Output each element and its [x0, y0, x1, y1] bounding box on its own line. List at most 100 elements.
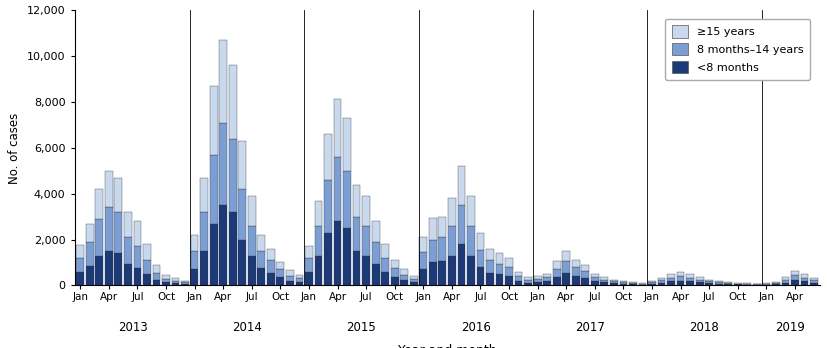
Bar	[228, 212, 237, 285]
Bar	[304, 258, 313, 272]
Bar	[809, 278, 817, 280]
Bar	[219, 40, 227, 123]
Bar	[485, 273, 494, 285]
Bar	[619, 281, 627, 283]
Bar	[648, 282, 655, 284]
Bar	[266, 249, 275, 260]
Bar	[552, 261, 560, 269]
Bar	[504, 258, 513, 267]
Bar	[457, 244, 465, 285]
Bar	[495, 263, 503, 274]
Bar	[399, 269, 408, 275]
Bar	[295, 278, 303, 282]
Bar	[609, 283, 617, 285]
Bar	[304, 246, 313, 258]
Bar	[781, 277, 788, 280]
Bar	[152, 280, 160, 285]
Bar	[457, 166, 465, 205]
Bar	[200, 212, 208, 251]
Bar	[447, 255, 455, 285]
Bar	[162, 282, 170, 285]
Bar	[333, 157, 341, 221]
Text: 2014: 2014	[232, 322, 261, 334]
Bar	[705, 283, 712, 285]
Bar	[562, 251, 570, 261]
Bar	[162, 279, 170, 282]
Bar	[609, 281, 617, 283]
Bar	[323, 180, 332, 233]
Bar	[714, 284, 722, 285]
Bar	[514, 272, 522, 276]
Bar	[667, 278, 674, 282]
Bar	[771, 284, 779, 285]
Bar	[695, 280, 703, 283]
Bar	[590, 277, 598, 281]
Bar	[667, 282, 674, 285]
Bar	[533, 279, 541, 282]
Bar	[295, 275, 303, 278]
Bar	[76, 245, 84, 258]
Bar	[304, 272, 313, 285]
Bar	[581, 265, 589, 271]
Bar	[371, 263, 379, 285]
Bar	[238, 141, 246, 189]
Bar	[600, 283, 608, 285]
Bar	[181, 282, 189, 284]
Bar	[800, 278, 807, 282]
Bar	[399, 280, 408, 285]
Bar	[619, 283, 627, 284]
Bar	[143, 274, 151, 285]
Bar	[590, 274, 598, 277]
Bar	[219, 205, 227, 285]
Bar	[581, 271, 589, 278]
Bar	[771, 282, 779, 283]
Bar	[543, 277, 551, 281]
Bar	[409, 282, 417, 285]
Bar	[552, 277, 560, 285]
Bar	[323, 134, 332, 180]
Bar	[438, 216, 446, 237]
Bar	[629, 283, 636, 284]
Bar	[76, 258, 84, 272]
Bar	[514, 276, 522, 281]
Bar	[466, 196, 474, 226]
Bar	[333, 98, 341, 157]
Bar	[124, 212, 131, 237]
Bar	[171, 281, 179, 283]
Bar	[495, 253, 503, 263]
Bar	[638, 284, 646, 285]
Bar	[504, 267, 513, 276]
Text: 2015: 2015	[346, 322, 375, 334]
Bar	[143, 244, 151, 260]
Bar	[762, 283, 769, 284]
Bar	[714, 281, 722, 282]
X-axis label: Year and month: Year and month	[397, 344, 496, 348]
Bar	[543, 274, 551, 277]
Bar	[257, 251, 265, 268]
Bar	[724, 283, 731, 284]
Bar	[648, 281, 655, 282]
Bar	[476, 268, 484, 285]
Bar	[609, 280, 617, 281]
Bar	[390, 260, 398, 268]
Bar	[781, 280, 788, 283]
Bar	[629, 282, 636, 283]
Bar	[686, 274, 693, 278]
Bar	[667, 274, 674, 278]
Text: 2019: 2019	[774, 322, 804, 334]
Bar	[543, 281, 551, 285]
Bar	[695, 283, 703, 285]
Bar	[523, 280, 532, 283]
Bar	[571, 276, 579, 285]
Bar	[790, 280, 798, 285]
Bar	[219, 123, 227, 205]
Bar	[466, 226, 474, 255]
Bar	[105, 251, 112, 285]
Bar	[438, 237, 446, 261]
Bar	[361, 255, 370, 285]
Bar	[285, 280, 294, 285]
Bar	[371, 242, 379, 263]
Bar	[276, 269, 284, 277]
Bar	[114, 178, 122, 212]
Bar	[629, 284, 636, 285]
